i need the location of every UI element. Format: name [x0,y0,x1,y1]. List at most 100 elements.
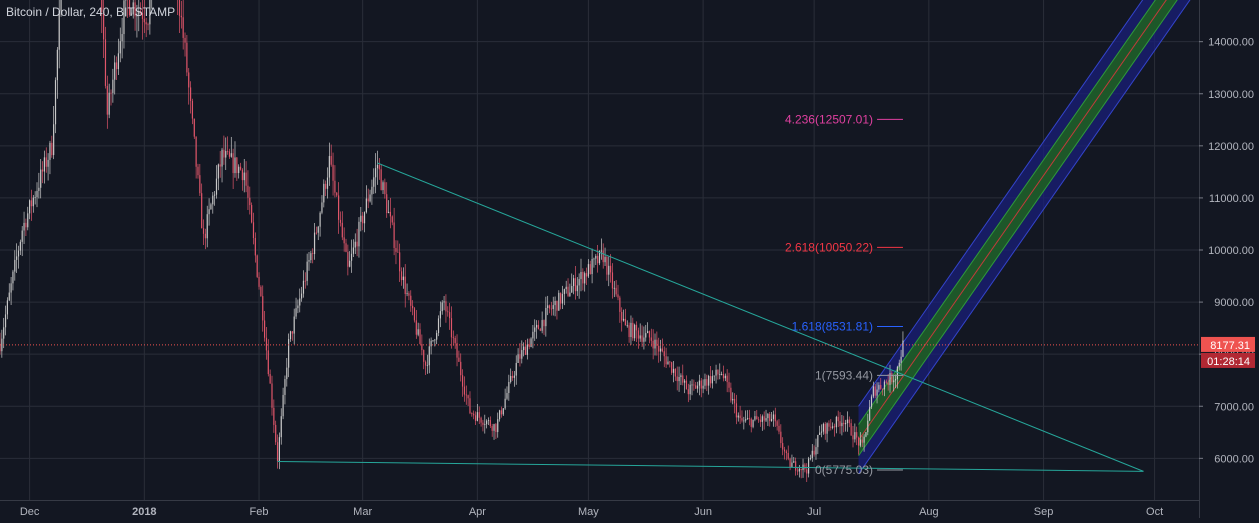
symbol-title: Bitcoin / Dollar, 240, BITSTAMP [6,5,175,19]
candle-body [610,266,611,273]
candle-body [297,306,298,309]
candle-body [369,194,370,201]
candle-body [636,325,637,331]
candle-body [697,386,698,389]
candle-body [318,227,319,233]
candle-body [349,261,350,267]
candle-body [253,222,254,238]
candle-body [662,349,663,352]
candle-body [562,294,563,304]
candle-body [841,423,842,426]
candle-body [725,376,726,379]
candle-body [590,264,591,274]
candle-body [453,337,454,338]
candle-body [355,242,356,248]
price-axis-label: 13000.00 [1208,89,1254,101]
candle-body [295,308,296,316]
candle-body [240,167,241,170]
candle-body [616,288,617,295]
candle-body [122,34,123,41]
candle-body [660,349,661,352]
candle-body [865,432,866,437]
candle-body [220,164,221,166]
candle-body [258,277,259,287]
candle-body [614,288,615,289]
candle-body [301,294,302,299]
candle-body [351,254,352,261]
candle-body [902,341,903,357]
candle-body [347,252,348,267]
candle-body [595,256,596,259]
candle-body [738,416,739,418]
time-axis-label: Oct [1146,506,1163,518]
time-axis-label: May [578,506,599,518]
candle-body [238,167,239,173]
candle-body [192,101,193,119]
candle-body [884,382,885,390]
candle-body [819,433,820,435]
candle-body [445,301,446,311]
grid [0,0,1199,500]
candle-body [231,153,232,157]
channel-outer-band[interactable] [859,0,1199,474]
candle-body [621,312,622,321]
candle-body [255,238,256,255]
candle-body [475,415,476,421]
candle-body [401,271,402,280]
candle-body [233,153,234,173]
candle-body [730,388,731,401]
candle-body [632,323,633,338]
candle-body [847,420,848,423]
candle-body [825,424,826,434]
time-axis-label: Jun [694,506,712,518]
candle-body [714,376,715,377]
candle-body [275,425,276,442]
candle-body [416,320,417,334]
candle-body [801,469,802,470]
candle-body [414,308,415,320]
price-axis-label: 14000.00 [1208,37,1254,49]
candle-body [223,150,224,158]
candle-body [584,273,585,283]
candle-body [22,231,23,242]
candle-body [194,119,195,137]
candle-body [451,318,452,337]
candle-body [542,320,543,331]
candle-body [462,375,463,386]
time-axis-label: Sep [1034,506,1054,518]
candle-body [384,182,385,194]
candle-body [492,426,493,431]
channel-edge-line[interactable] [859,0,1199,474]
candle-body [706,379,707,386]
candle-body [48,160,49,167]
candle-body [36,191,37,197]
candle-body [641,335,642,341]
candle-body [604,257,605,262]
candle-body [299,298,300,305]
candle-body [814,451,815,455]
candle-body [516,363,517,376]
time-axis-label: Dec [20,506,40,518]
candle-body [643,338,644,342]
candle-body [517,354,518,363]
candle-body [545,308,546,326]
candle-body [286,368,287,379]
candle-body [558,293,559,311]
candle-body [397,252,398,253]
candle-body [752,420,753,427]
candle-body [412,306,413,308]
candle-body [747,418,748,419]
candle-body [245,173,246,186]
candle-body [184,38,185,43]
candle-body [764,416,765,420]
candle-body [577,285,578,291]
candle-body [793,461,794,462]
candle-body [331,156,332,165]
candle-body [377,165,378,168]
regression-channel[interactable] [859,0,1199,474]
candle-body [573,278,574,286]
trendline[interactable] [278,461,1144,471]
candle-body [364,212,365,223]
